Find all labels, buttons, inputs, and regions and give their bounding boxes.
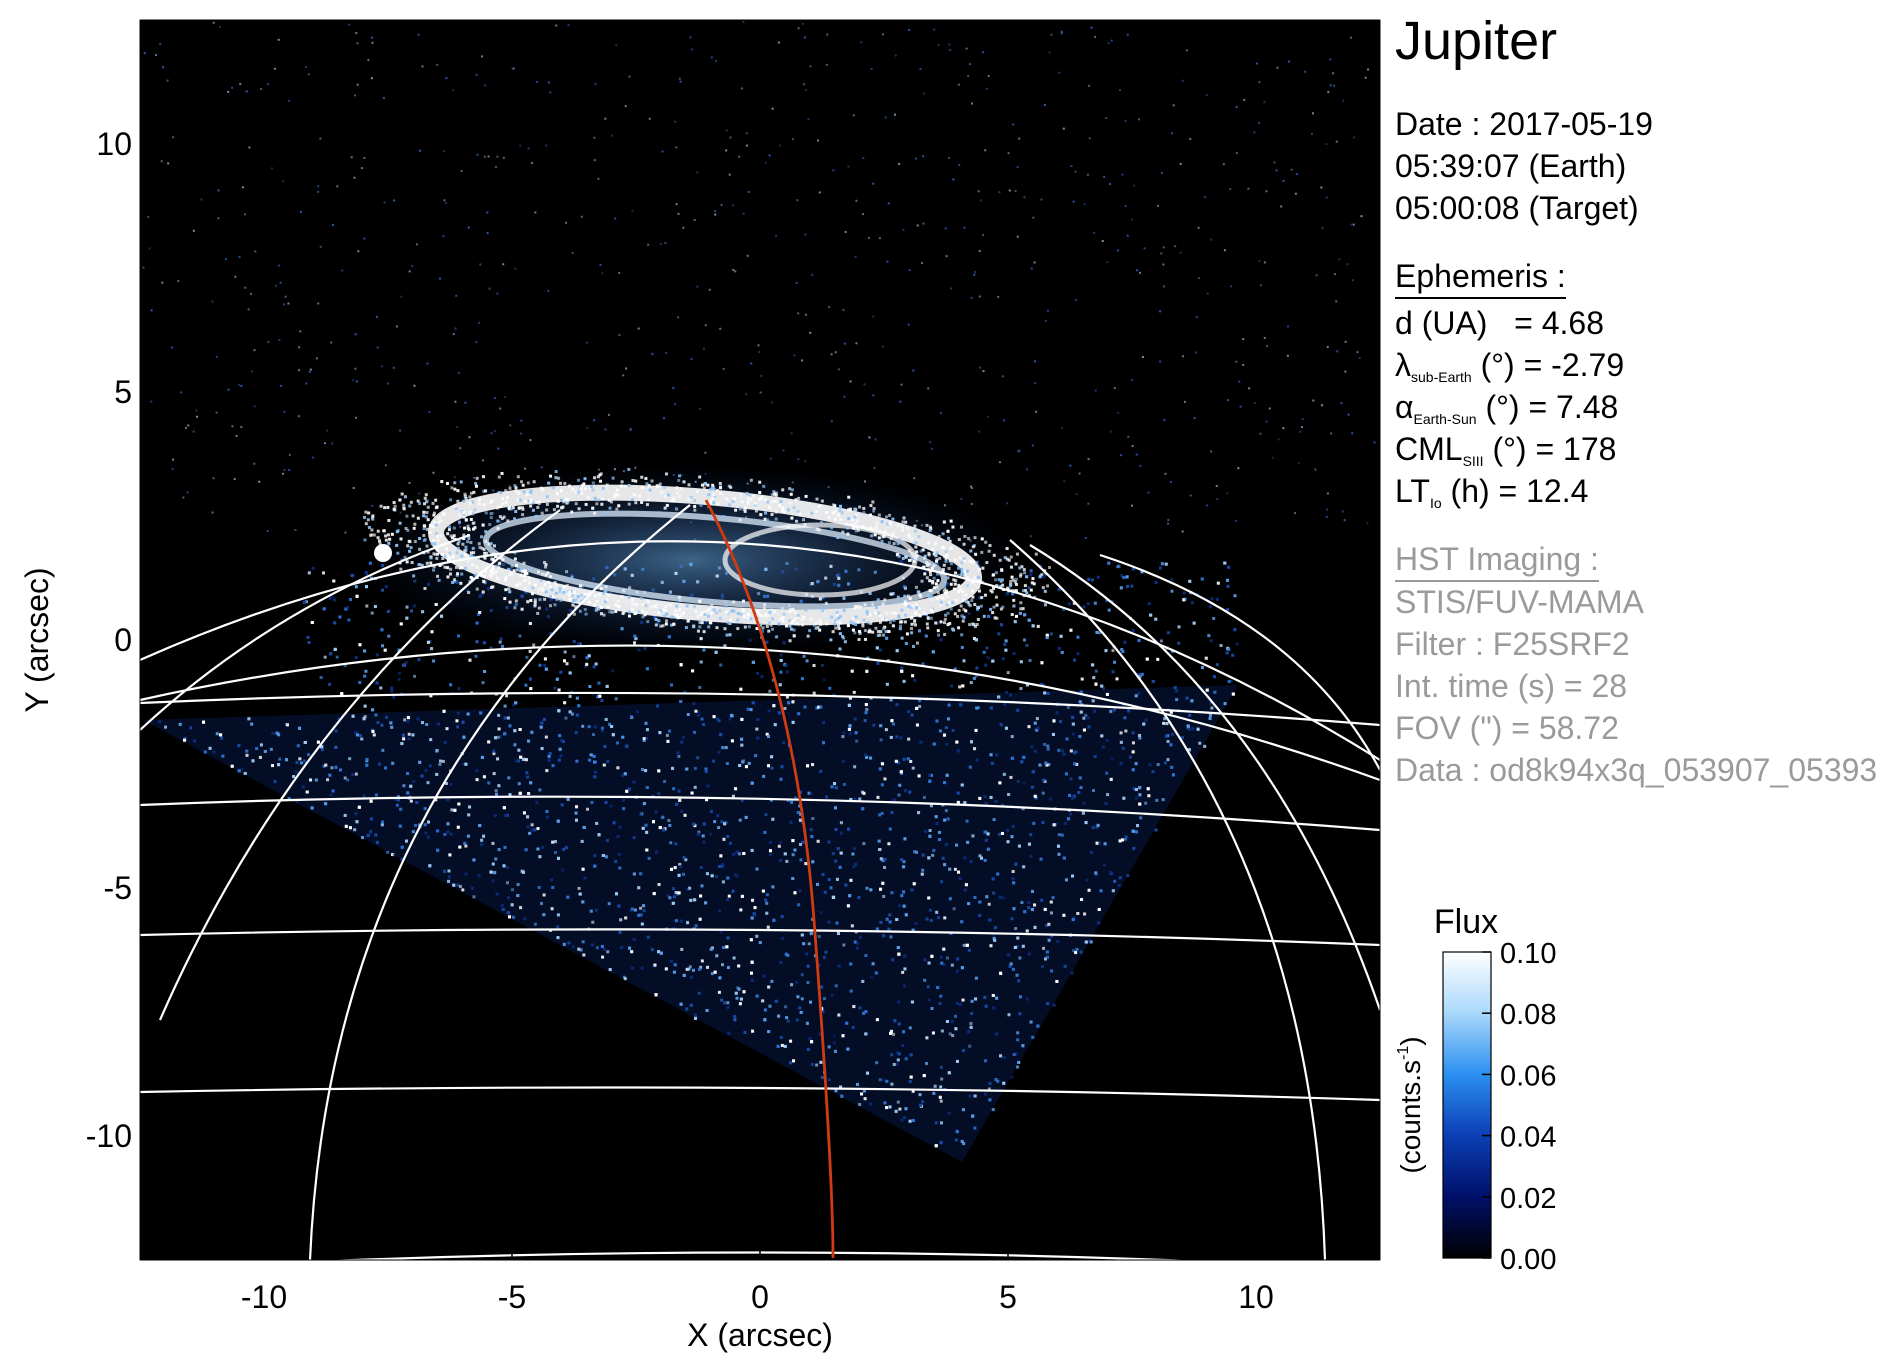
x-tick-label: 5: [999, 1279, 1017, 1315]
target-time: 05:00:08 (Target): [1395, 190, 1639, 226]
ephemeris-heading: Ephemeris :: [1395, 258, 1566, 299]
detector-noise-field: [142, 20, 1376, 542]
colorbar-gradient: [1442, 951, 1492, 1259]
ephemeris-sub-earth-lat: λsub-Earth (°) = -2.79: [1395, 347, 1625, 385]
colorbar-tick-label: 0.00: [1500, 1244, 1556, 1276]
hst-field-of-view: FOV (") = 58.72: [1395, 710, 1619, 746]
y-tick-label: 0: [114, 622, 132, 658]
y-axis-label: Y (arcsec): [19, 567, 55, 712]
colorbar-tick-label: 0.04: [1500, 1122, 1556, 1154]
earth-time: 05:39:07 (Earth): [1395, 148, 1627, 184]
x-tick-label: -5: [498, 1279, 526, 1315]
y-tick-label: 10: [96, 126, 132, 162]
hst-instrument: STIS/FUV-MAMA: [1395, 584, 1644, 620]
observation-date: Date : 2017-05-19: [1395, 106, 1653, 142]
jupiter-lat-lon-grid: [140, 504, 1380, 1260]
y-tick-label: 5: [114, 374, 132, 410]
target-title: Jupiter: [1395, 11, 1558, 71]
y-tick-label: -5: [104, 870, 132, 906]
x-tick-label: 0: [751, 1279, 769, 1315]
colorbar-tick-label: 0.10: [1500, 938, 1556, 970]
hst-filter: Filter : F25SRF2: [1395, 626, 1630, 662]
colorbar-tick-label: 0.02: [1500, 1183, 1556, 1215]
cml-meridian-line: [704, 499, 835, 1259]
auroral-oval: [363, 467, 1050, 645]
ephemeris-io-local-time: LTIo (h) = 12.4: [1395, 473, 1589, 511]
y-axis-ticks: 10 5 0 -5 -10: [86, 126, 152, 1154]
colorbar-title: Flux: [1434, 903, 1498, 941]
ephemeris-cml: CMLSIII (°) = 178: [1395, 431, 1617, 469]
hst-heading: HST Imaging :: [1395, 541, 1599, 582]
x-tick-label: 10: [1238, 1279, 1274, 1315]
colorbar-tick-label: 0.06: [1500, 1060, 1556, 1092]
hst-data-id: Data : od8k94x3q_053907_053935: [1395, 752, 1877, 788]
ephemeris-distance: d (UA) = 4.68: [1395, 305, 1604, 341]
x-axis-label: X (arcsec): [687, 1317, 833, 1353]
colorbar-units-label: (counts.s-1): [1395, 1036, 1426, 1173]
hst-integration-time: Int. time (s) = 28: [1395, 668, 1628, 704]
auroral-image-plot: -10 -5 0 5 10 10 5 0 -5 -10 X (arcsec) Y (arcsec…: [19, 19, 1381, 1353]
colorbar-ticks: 0.10 0.08 0.06 0.04 0.02 0.00: [1482, 938, 1556, 1276]
y-tick-label: -10: [86, 1118, 132, 1154]
colorbar-tick-label: 0.08: [1500, 999, 1556, 1031]
x-tick-label: -10: [241, 1279, 287, 1315]
flux-colorbar: Flux 0.10 0.08 0.06 0.04 0.02 0.00 (counts.s-…: [1395, 903, 1556, 1276]
ephemeris-phase-angle: αEarth-Sun (°) = 7.48: [1395, 389, 1619, 427]
x-axis-ticks: -10 -5 0 5 10: [241, 1248, 1274, 1315]
